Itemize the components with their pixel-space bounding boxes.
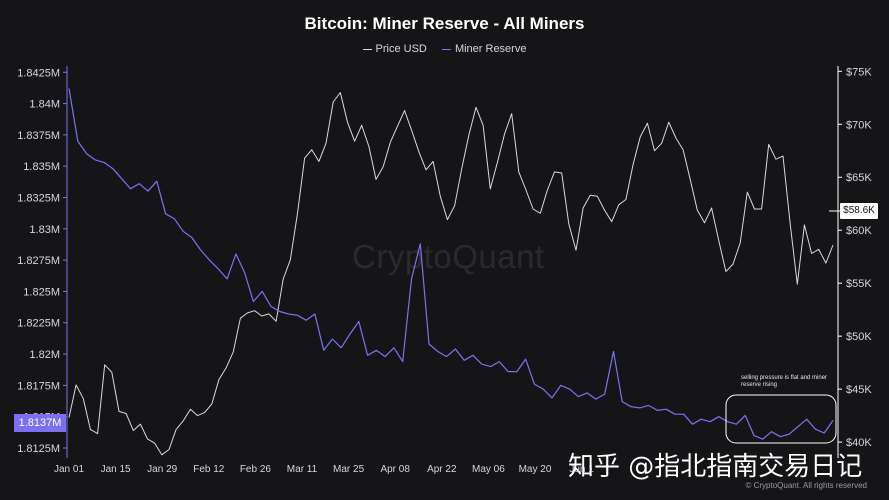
x-tick-label: Jan 29	[147, 464, 177, 475]
legend-item-price[interactable]: Price USD	[362, 43, 427, 55]
right-tick-label: $45K	[846, 384, 872, 396]
x-tick-label: May 06	[472, 464, 505, 475]
x-tick-label: Feb 12	[193, 464, 225, 475]
legend-label-reserve: Miner Reserve	[454, 43, 527, 55]
left-tick-label: 1.83M	[29, 224, 60, 236]
right-tick-label: $70K	[846, 119, 872, 131]
legend-swatch-price	[362, 48, 372, 50]
reserve-last-value-badge: 1.8137M	[14, 414, 66, 432]
left-tick-label: 1.8225M	[17, 318, 60, 330]
x-tick-label: Feb 26	[240, 464, 272, 475]
cryptoquant-watermark: CryptoQuant	[352, 238, 545, 275]
left-tick-label: 1.8425M	[17, 67, 60, 79]
right-tick-label: $65K	[846, 172, 872, 184]
chart-title: Bitcoin: Miner Reserve - All Miners	[304, 14, 585, 33]
left-tick-label: 1.8175M	[17, 380, 60, 392]
price-last-value-badge: $58.6K	[840, 203, 878, 219]
x-tick-label: Mar 11	[287, 464, 318, 475]
legend-item-reserve[interactable]: Miner Reserve	[441, 43, 527, 55]
annotation-box	[725, 394, 837, 444]
x-tick-label: Jan 01	[54, 464, 84, 475]
right-tick-label: $60K	[846, 225, 872, 237]
zhihu-watermark: 知乎 @指北指南交易日记	[568, 452, 863, 482]
left-tick-label: 1.84M	[29, 99, 60, 111]
series-line-price	[68, 92, 834, 456]
x-tick-label: Jun 1	[569, 464, 594, 475]
x-tick-label: Apr 22	[427, 464, 457, 475]
x-tick-label: Mar 25	[333, 464, 365, 475]
right-tick-label: $50K	[846, 331, 872, 343]
legend-swatch-reserve	[441, 48, 451, 50]
left-tick-label: 1.825M	[23, 286, 60, 298]
left-tick-label: 1.8325M	[17, 193, 60, 205]
left-tick-label: 1.8275M	[17, 255, 60, 267]
left-tick-label: 1.835M	[23, 161, 60, 173]
right-tick-label: $40K	[846, 437, 872, 449]
x-tick-label: Jan 15	[101, 464, 131, 475]
copyright-text: © CryptoQuant. All rights reserved	[745, 481, 868, 490]
chart-legend: Price USD Miner Reserve	[0, 43, 889, 55]
x-tick-label: Apr 08	[380, 464, 410, 475]
left-tick-label: 1.82M	[29, 349, 60, 361]
left-tick-label: 1.8125M	[17, 443, 60, 455]
annotation-text: selling pressure is flat and miner reser…	[741, 375, 828, 388]
series-line-reserve	[68, 88, 834, 440]
x-tick-label: May 20	[519, 464, 552, 475]
right-tick-label: $75K	[846, 66, 872, 78]
right-tick-label: $55K	[846, 278, 872, 290]
left-tick-label: 1.8375M	[17, 130, 60, 142]
legend-label-price: Price USD	[375, 43, 427, 55]
